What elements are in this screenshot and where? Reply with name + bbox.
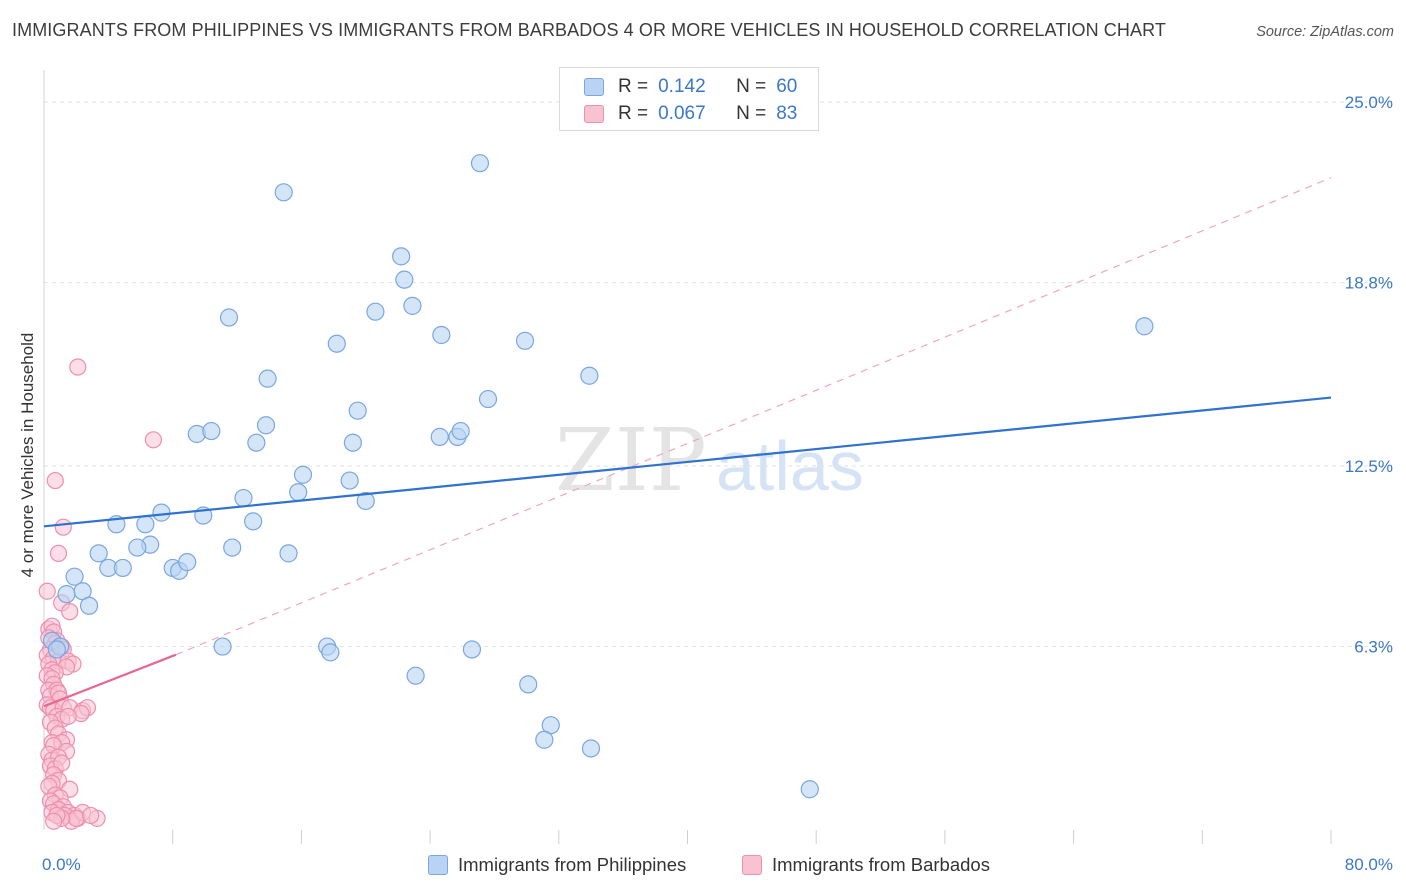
point-philippines (152, 503, 171, 522)
legend-n-label: N = (736, 103, 767, 124)
watermark-atlas: atlas (716, 427, 864, 505)
point-philippines (256, 416, 276, 435)
point-barbados (54, 518, 72, 536)
point-barbados (67, 809, 85, 827)
point-philippines (395, 270, 414, 289)
point-philippines (519, 675, 538, 694)
point-philippines (289, 483, 308, 502)
legend-r-value: 0.142 (658, 76, 706, 97)
bottom-legend-barbados: Immigrants from Barbados (742, 852, 990, 878)
chart-title: IMMIGRANTS FROM PHILIPPINES VS IMMIGRANT… (12, 20, 1166, 40)
point-philippines (580, 366, 599, 385)
point-philippines (202, 421, 221, 441)
point-philippines (406, 666, 425, 685)
trend-lines (175, 177, 1332, 656)
trend-line-barbados (43, 653, 177, 708)
legend-swatch-barbados (584, 105, 604, 123)
point-philippines (79, 596, 99, 615)
point-philippines (136, 515, 155, 534)
bottom-legend-philippines: Immigrants from Philippines (428, 852, 686, 878)
point-philippines (432, 325, 451, 345)
point-philippines (219, 308, 239, 327)
point-philippines (392, 247, 411, 266)
point-philippines (213, 637, 232, 656)
point-philippines (178, 553, 197, 572)
watermark: ZIP atlas (555, 411, 864, 511)
point-barbados (82, 806, 100, 825)
y-tick-label: 12.5% (1345, 457, 1393, 476)
trend-line-philippines (43, 396, 1332, 528)
points-layer (38, 154, 1332, 830)
point-philippines (234, 488, 253, 508)
point-barbados (46, 471, 64, 490)
point-philippines (515, 331, 535, 350)
grid-layer (44, 101, 1394, 648)
point-philippines (581, 739, 601, 758)
point-philippines (356, 491, 375, 511)
legend-r-label: R = (618, 103, 649, 124)
point-philippines (293, 465, 313, 484)
point-philippines (89, 544, 108, 563)
point-philippines (327, 334, 346, 353)
point-philippines (403, 296, 422, 315)
point-philippines (57, 585, 76, 604)
watermark-zip: ZIP (555, 411, 707, 511)
y-tick-label: 18.8% (1345, 274, 1393, 293)
legend-swatch-philippines (584, 78, 604, 96)
point-philippines (462, 640, 482, 659)
point-barbados (49, 544, 68, 562)
point-philippines (128, 538, 147, 557)
legend-n-label: N = (736, 76, 767, 97)
point-barbados (59, 707, 77, 726)
point-philippines (65, 567, 84, 586)
bottom-legend-label-philippines: Immigrants from Philippines (458, 854, 687, 875)
point-philippines (47, 640, 66, 659)
legend-row-philippines: R = 0.142 N = 60 (560, 74, 797, 100)
legend-r-value: 0.067 (658, 103, 706, 124)
point-philippines (247, 433, 266, 452)
point-philippines (113, 558, 132, 578)
bottom-legend-swatch-barbados (742, 855, 762, 875)
point-barbados (69, 358, 87, 376)
point-philippines (343, 433, 362, 452)
point-barbados (61, 603, 79, 621)
point-philippines (279, 544, 298, 563)
bottom-legend-label-barbados: Immigrants from Barbados (772, 854, 990, 875)
point-barbados (38, 582, 56, 600)
point-philippines (478, 389, 498, 409)
correlation-legend: R = 0.142 N = 60 R = 0.067 N = 83 (559, 67, 819, 131)
point-barbados (53, 754, 71, 772)
source-label: Source: ZipAtlas.com (1256, 24, 1394, 40)
x-tick-label-max: 80.0% (1345, 855, 1393, 874)
bottom-legend-swatch-philippines (428, 855, 448, 875)
point-philippines (321, 643, 340, 662)
legend-r-label: R = (618, 76, 649, 97)
point-philippines (470, 154, 490, 173)
point-barbados (144, 431, 162, 449)
axis-labels: 6.3% 12.5% 18.8% 25.0% 0.0% 80.0% 4 or more Ve… (18, 93, 1393, 874)
x-tick-label-min: 0.0% (42, 855, 81, 874)
y-tick-label: 6.3% (1354, 638, 1393, 657)
point-philippines (274, 183, 293, 202)
legend-n-value: 83 (776, 103, 798, 124)
point-philippines (430, 427, 449, 446)
y-axis-title: 4 or more Vehicles in Household (18, 333, 37, 578)
trend-line-barbados-extended (175, 177, 1332, 656)
point-philippines (258, 369, 277, 388)
y-tick-label: 25.0% (1345, 93, 1393, 112)
point-barbados (45, 812, 63, 830)
legend-row-barbados: R = 0.067 N = 83 (560, 101, 797, 127)
point-philippines (223, 538, 242, 557)
point-philippines (1135, 317, 1154, 336)
point-philippines (451, 421, 470, 441)
point-philippines (366, 302, 385, 321)
legend-n-value: 60 (776, 76, 798, 97)
point-philippines (340, 471, 359, 490)
point-philippines (244, 512, 263, 531)
point-philippines (348, 401, 367, 420)
point-philippines (535, 730, 554, 749)
point-philippines (800, 780, 819, 799)
